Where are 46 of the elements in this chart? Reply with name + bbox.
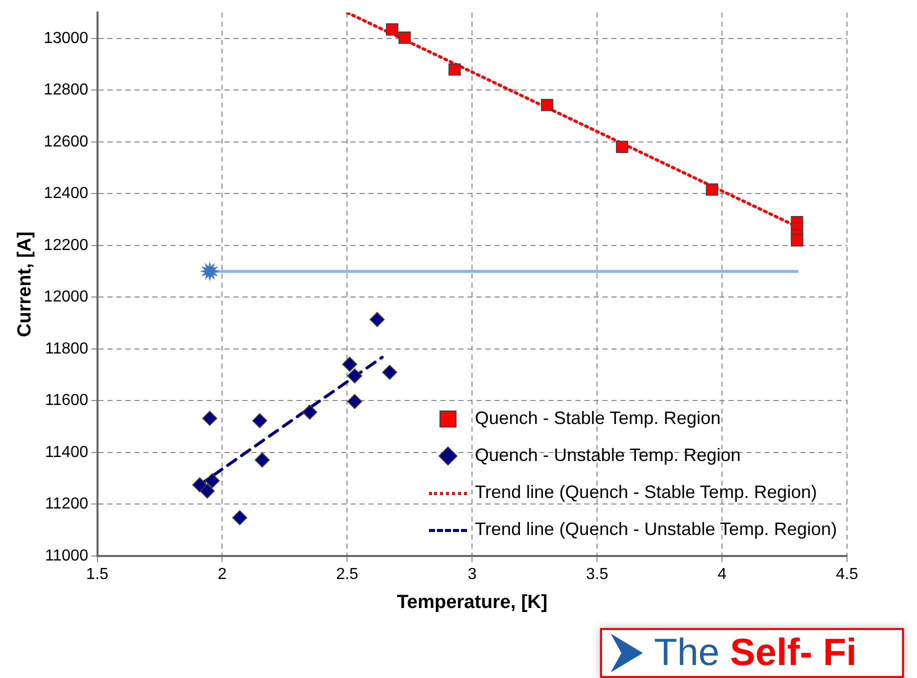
point <box>192 477 208 492</box>
x-tick-label: 2 <box>218 566 227 584</box>
point <box>232 510 248 526</box>
legend-label: Trend line (Quench - Unstable Temp. Region) <box>474 519 837 540</box>
y-tick-label: 12400 <box>44 185 88 202</box>
x-tick-label: 1.5 <box>86 566 109 584</box>
y-axis-title: Current, [A] <box>14 232 36 338</box>
point <box>200 261 220 282</box>
point <box>382 364 398 380</box>
x-tick-label: 3.5 <box>586 566 608 584</box>
point <box>302 404 318 420</box>
x-tick-label: 4 <box>718 566 727 584</box>
x-tick-label: 3 <box>468 566 477 584</box>
point <box>706 183 718 196</box>
point <box>398 32 411 44</box>
point <box>342 356 358 372</box>
legend-label: Quench - Stable Temp. Region <box>474 408 721 429</box>
point <box>386 23 398 36</box>
y-tick-label: 12600 <box>44 133 88 150</box>
point <box>252 413 268 428</box>
point <box>540 98 554 112</box>
y-tick-label: 12200 <box>44 236 88 254</box>
point <box>370 312 385 327</box>
y-tick-label: 12800 <box>44 82 88 99</box>
y-tick-label: 11600 <box>44 392 88 410</box>
point <box>616 140 628 154</box>
x-tick-label: 4.5 <box>836 566 858 584</box>
y-tick-label: 13000 <box>44 30 88 47</box>
point <box>790 234 804 246</box>
point <box>347 368 362 384</box>
point <box>200 484 215 499</box>
y-tick-label: 11000 <box>44 547 88 564</box>
point <box>204 473 220 488</box>
x-axis-title: Temperature, [K] <box>396 592 548 613</box>
y-tick-label: 11200 <box>44 496 88 513</box>
point <box>347 394 362 410</box>
point <box>202 410 218 426</box>
point <box>254 452 270 468</box>
legend-label: Quench - Unstable Temp. Region <box>474 445 741 466</box>
y-tick-label: 11800 <box>44 340 88 358</box>
y-tick-label: 11400 <box>44 444 88 461</box>
y-tick-label: 12000 <box>44 288 88 306</box>
legend-label: Trend line (Quench - Stable Temp. Region) <box>474 482 817 503</box>
text: The Self- Fi <box>654 632 857 674</box>
x-tick-label: 2.5 <box>336 566 358 584</box>
point <box>448 63 461 76</box>
